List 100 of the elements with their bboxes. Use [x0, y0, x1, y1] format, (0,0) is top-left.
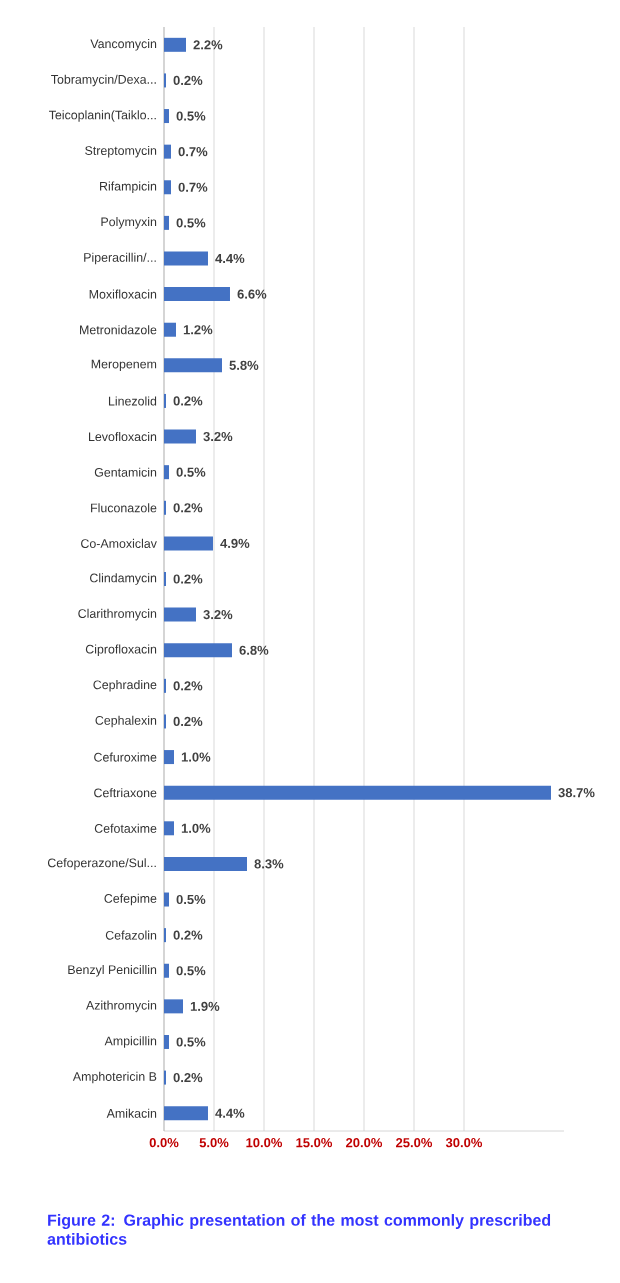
data-label: 0.2% [173, 574, 203, 584]
data-label: 2.2% [193, 40, 223, 50]
y-tick-label: Tobramycin/Dexa... [51, 74, 156, 87]
bar [163, 109, 169, 124]
data-label: 0.2% [173, 716, 203, 727]
bar [163, 73, 166, 88]
data-label: 3.2% [203, 610, 233, 620]
data-label: 0.2% [173, 1072, 203, 1083]
bar [163, 1070, 166, 1085]
y-tick-label: Fluconazole [91, 503, 157, 513]
y-tick-label: Ceftriaxone [94, 788, 157, 798]
bar [163, 393, 166, 408]
bar [163, 678, 166, 693]
bar [163, 1034, 169, 1049]
bar [163, 821, 174, 836]
data-label: 4.4% [215, 1108, 245, 1118]
bar [163, 144, 171, 159]
y-tick-label: Ciprofloxacin [85, 644, 157, 657]
y-tick-label: Cefoperazone/Sul... [47, 858, 156, 870]
data-label: 1.0% [181, 823, 211, 833]
data-label: 0.5% [176, 1037, 206, 1047]
bar [163, 429, 196, 444]
data-label: 0.2% [173, 396, 203, 406]
bar [163, 500, 166, 515]
data-label: 1.0% [181, 752, 211, 762]
y-tick-label: Benzyl Penicillin [68, 964, 157, 977]
y-tick-label: Clarithromycin [78, 608, 157, 621]
bar [163, 358, 222, 373]
data-label: 1.2% [183, 325, 213, 335]
data-label: 0.5% [176, 894, 206, 905]
y-tick-label: Co-Amoxiclav [81, 538, 157, 548]
y-tick-label: Teicoplanin(Taiklo... [49, 110, 156, 122]
y-tick-label: Meropenem [91, 359, 157, 371]
y-tick-label: Linezolid [108, 396, 157, 406]
bar [163, 892, 169, 907]
x-tick-label: 10.0% [246, 1138, 283, 1148]
y-tick-label: Cephradine [93, 680, 157, 692]
y-tick-label: Cefepime [104, 893, 157, 906]
data-label: 5.8% [229, 360, 259, 370]
y-tick-label: Cefuroxime [94, 752, 157, 762]
data-label: 0.2% [173, 681, 203, 691]
data-label: 0.2% [173, 503, 203, 513]
bar [163, 928, 166, 943]
y-tick-label: Clindamycin [90, 573, 157, 585]
data-label: 0.2% [173, 75, 203, 86]
bar [163, 251, 208, 266]
data-label: 3.2% [203, 431, 233, 442]
bar [163, 180, 171, 195]
bar [163, 572, 166, 587]
data-label: 38.7% [558, 788, 595, 798]
bar [163, 714, 166, 729]
text: Figure 2: Graphic presentation of the most commonly prescribed antibiotics [47, 1214, 551, 1245]
data-label: 1.9% [190, 1001, 220, 1011]
y-tick-label: Vancomycin [90, 39, 157, 51]
x-tick-label: 30.0% [445, 1138, 483, 1148]
bar [163, 536, 213, 551]
data-label: 6.6% [237, 289, 267, 299]
bar [163, 785, 551, 800]
y-tick-label: Levofloxacin [89, 432, 157, 442]
y-tick-label: Amphotericin B [72, 1071, 157, 1084]
y-tick-label: Moxifloxacin [89, 289, 157, 299]
data-label: 4.4% [215, 253, 245, 264]
y-tick-label: Ampicillin [104, 1036, 157, 1048]
y-tick-label: Rifampicin [100, 181, 157, 194]
data-label: 0.7% [178, 182, 208, 192]
y-tick-label: Gentamicin [94, 467, 157, 477]
bar [163, 999, 183, 1014]
y-tick-label: Amikacin [106, 1108, 157, 1118]
bar [163, 607, 196, 622]
bar [163, 465, 169, 480]
y-tick-label: Streptomycin [85, 145, 157, 158]
x-tick-label: 20.0% [346, 1138, 383, 1148]
x-tick-label: 5.0% [199, 1138, 229, 1148]
bar [163, 643, 232, 658]
data-label: 4.9% [220, 538, 250, 548]
y-tick-label: Metronidazole [80, 325, 157, 335]
bar [163, 322, 176, 337]
data-label: 0.5% [176, 111, 206, 121]
bar [163, 963, 169, 978]
x-tick-label: 15.0% [296, 1138, 333, 1148]
data-label: 0.5% [176, 966, 206, 976]
y-tick-label: Cephalexin [95, 715, 157, 728]
bar [163, 1106, 208, 1121]
bar [163, 37, 186, 52]
data-label: 6.8% [239, 645, 269, 655]
x-tick-label: 0.0% [149, 1138, 179, 1148]
bar [163, 287, 230, 302]
y-tick-label: Cefazolin [105, 930, 157, 940]
x-tick-label: 25.0% [396, 1138, 433, 1148]
bar [163, 750, 174, 765]
bar [163, 856, 247, 871]
data-label: 0.5% [176, 467, 206, 477]
data-label: 8.3% [254, 859, 284, 869]
data-label: 0.5% [176, 218, 206, 228]
data-label: 0.2% [173, 930, 203, 940]
y-tick-label: Cefotaxime [94, 823, 157, 833]
y-tick-label: Azithromycin [85, 1000, 157, 1013]
y-tick-label: Polymyxin [101, 217, 157, 229]
bar [163, 215, 169, 230]
y-tick-label: Piperacillin/... [84, 252, 156, 265]
